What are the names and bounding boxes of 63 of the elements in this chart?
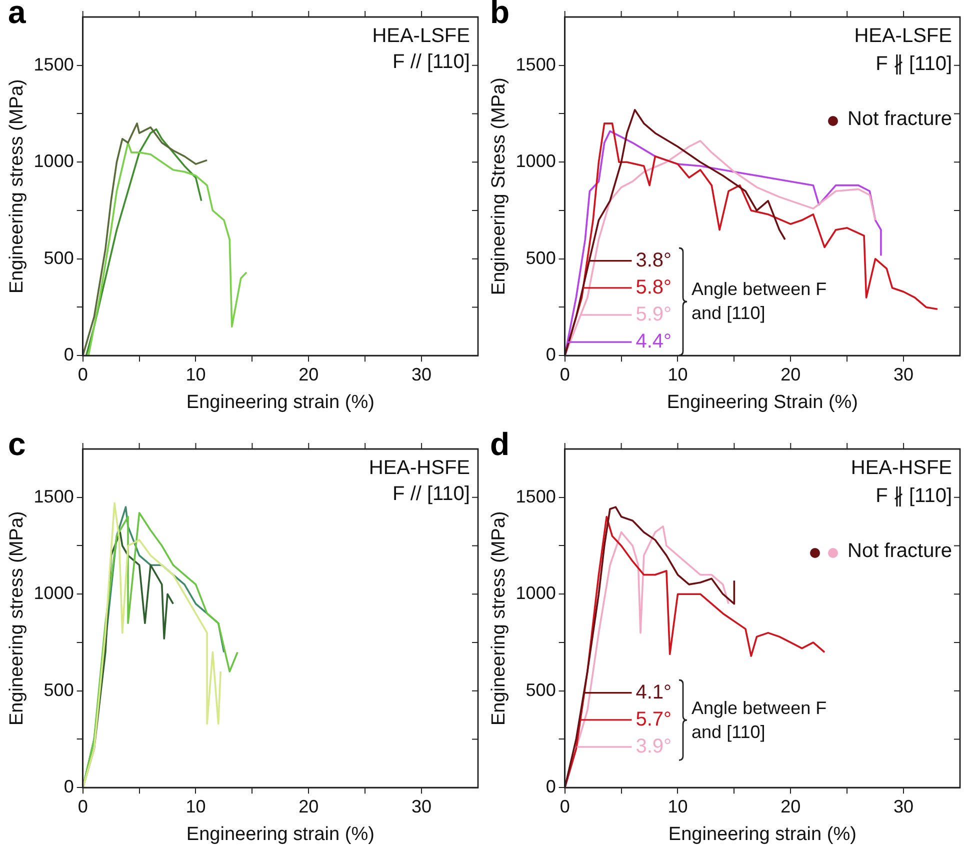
- x-tick-label: 20: [780, 796, 801, 816]
- annotation: Not fracture: [848, 540, 952, 564]
- annotation: HEA-HSFE: [850, 457, 952, 480]
- chart-title: c: [8, 426, 26, 463]
- legend-label: 3.9°: [636, 735, 672, 758]
- x-tick-label: 0: [78, 796, 88, 816]
- y-tick-label: 1000: [34, 583, 74, 604]
- x-tick-label: 20: [780, 364, 801, 384]
- annotation: Not fracture: [848, 108, 952, 132]
- y-tick-label: 500: [526, 248, 556, 268]
- x-tick-label: 20: [298, 364, 319, 384]
- legend-label: 4.4°: [636, 330, 672, 353]
- annotation: HEA-LSFE: [372, 25, 470, 48]
- chart-title: a: [8, 0, 26, 31]
- x-tick-label: 10: [668, 364, 688, 384]
- y-tick-label: 1000: [516, 151, 556, 172]
- annotation: F ∦ [110]: [876, 52, 952, 76]
- x-tick-label: 0: [78, 364, 88, 384]
- annotation: F ∦ [110]: [876, 484, 952, 508]
- x-tick-label: 0: [560, 364, 570, 384]
- y-tick-label: 1500: [516, 54, 556, 74]
- y-axis-title: Engineering Stress (MPa): [488, 78, 510, 296]
- x-tick-label: 10: [668, 796, 688, 816]
- annotation: Angle between F and [110]: [692, 696, 828, 744]
- x-axis-title: Engineering Strain (%): [666, 392, 858, 413]
- y-tick-label: 1500: [516, 486, 556, 506]
- legend-label: 4.1°: [636, 681, 672, 704]
- y-tick-label: 1500: [34, 486, 74, 506]
- y-axis-title: Engineering stress (MPa): [6, 511, 28, 726]
- y-tick-label: 500: [526, 680, 556, 700]
- legend-label: 5.7°: [636, 708, 672, 730]
- x-axis-title: Engineering strain (%): [186, 824, 374, 845]
- x-tick-label: 30: [412, 796, 432, 816]
- x-tick-label: 30: [894, 796, 914, 816]
- chart-title: d: [490, 426, 510, 463]
- y-tick-label: 0: [64, 344, 74, 365]
- x-tick-label: 30: [894, 364, 914, 384]
- y-tick-label: 1000: [34, 151, 74, 172]
- legend-label: 5.9°: [636, 303, 672, 326]
- x-axis-title: Engineering strain (%): [668, 824, 856, 845]
- annotation: F // [110]: [392, 51, 470, 74]
- x-axis-title: Engineering strain (%): [186, 392, 374, 413]
- y-tick-label: 1000: [516, 583, 556, 604]
- x-tick-label: 10: [186, 796, 206, 816]
- y-axis-title: Engineering stress (MPa): [6, 79, 28, 294]
- y-tick-label: 500: [44, 248, 74, 268]
- annotation: HEA-LSFE: [854, 25, 952, 48]
- annotation: HEA-HSFE: [368, 457, 470, 480]
- annotation: F // [110]: [392, 483, 470, 506]
- y-tick-label: 500: [44, 680, 74, 700]
- x-tick-label: 30: [412, 364, 432, 384]
- y-tick-label: 0: [546, 344, 556, 365]
- y-tick-label: 0: [64, 776, 74, 797]
- x-tick-label: 0: [560, 796, 570, 816]
- y-tick-label: 0: [546, 776, 556, 797]
- y-tick-label: 1500: [34, 54, 74, 74]
- x-tick-label: 10: [186, 364, 206, 384]
- legend-label: 5.8°: [636, 276, 672, 298]
- y-axis-title: Engineering stress (MPa): [488, 511, 510, 726]
- chart-title: b: [490, 0, 510, 31]
- legend-label: 3.8°: [636, 249, 672, 272]
- x-tick-label: 20: [298, 796, 319, 816]
- annotation: Angle between F and [110]: [692, 278, 828, 326]
